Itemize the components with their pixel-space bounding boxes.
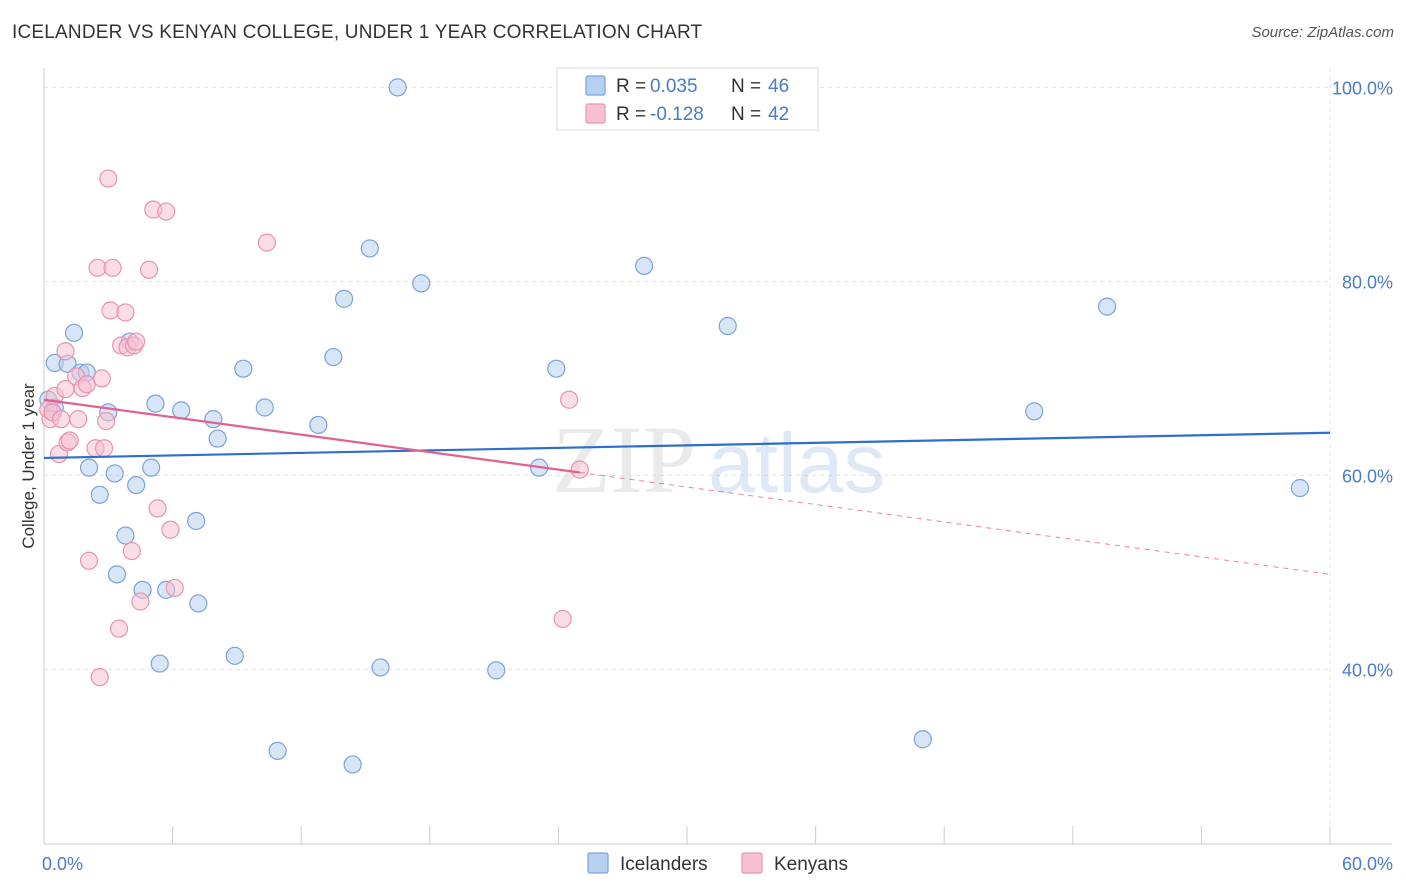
icelanders-point: [142, 458, 161, 477]
kenyans-point: [148, 499, 167, 518]
kenyans-point: [94, 439, 114, 458]
icelanders-legend-swatch: [587, 852, 609, 874]
icelanders-point: [189, 594, 208, 613]
watermark-atlas: atlas: [708, 416, 885, 510]
legend-n-value: 42: [768, 104, 789, 125]
icelanders-trend-line: [43, 431, 1331, 460]
kenyans-point: [560, 390, 579, 409]
icelanders-point: [334, 289, 354, 308]
icelanders-point: [116, 526, 135, 545]
kenyans-point: [92, 369, 111, 388]
icelanders-point: [255, 398, 274, 417]
y-tick-label: 60.0%: [1342, 466, 1393, 486]
icelanders-point: [1025, 402, 1044, 421]
icelanders-point: [234, 359, 253, 378]
icelanders-point: [371, 658, 390, 677]
trend-layer: [43, 398, 1331, 575]
kenyans-point: [570, 460, 589, 479]
kenyans-point: [97, 411, 116, 431]
icelanders-point: [208, 429, 227, 448]
legend-n-value: 46: [768, 76, 789, 97]
icelanders-point: [388, 78, 407, 97]
points-layer: [39, 78, 1310, 774]
y-tick-label: 100.0%: [1332, 78, 1393, 98]
icelanders-point: [90, 485, 109, 504]
icelanders-point: [324, 347, 343, 367]
source-label: Source: ZipAtlas.com: [1251, 24, 1394, 41]
kenyans-point: [103, 258, 122, 277]
icelanders-point: [1097, 297, 1117, 316]
icelanders-point: [107, 565, 126, 584]
y-tick-label: 40.0%: [1342, 660, 1393, 680]
x-tick-label: 0.0%: [42, 854, 83, 874]
icelanders-point: [64, 323, 84, 342]
chart-title: ICELANDER VS KENYAN COLLEGE, UNDER 1 YEA…: [12, 22, 703, 43]
icelanders-point: [146, 394, 165, 413]
legend-n-label: N =: [731, 76, 761, 97]
kenyans-point: [60, 431, 79, 450]
kenyans-trend-line: [43, 398, 580, 474]
icelanders-point: [309, 415, 328, 435]
icelanders-point: [343, 755, 362, 774]
icelanders-point: [1290, 478, 1310, 498]
kenyans-legend-swatch: [741, 852, 763, 874]
kenyans-point: [52, 410, 71, 429]
legend: R = 0.035 N = 46 R = -0.128 N = 42: [556, 67, 819, 131]
legend-r-value: -0.128: [650, 104, 704, 125]
kenyans-point: [99, 169, 118, 188]
kenyans-point: [90, 668, 109, 687]
kenyans-point: [127, 332, 146, 351]
icelanders-point: [635, 256, 654, 275]
legend-r-value: 0.035: [650, 76, 698, 97]
icelanders-point: [172, 401, 191, 420]
kenyans-point: [157, 202, 176, 221]
bottom-legend: Icelanders Kenyans: [587, 852, 848, 875]
legend-r-label: R =: [616, 76, 646, 97]
icelanders-point: [187, 511, 206, 531]
kenyans-legend-swatch: [585, 103, 606, 124]
icelanders-point: [487, 661, 506, 680]
kenyans-point: [69, 410, 88, 429]
kenyans-point: [553, 609, 572, 629]
kenyans-trend-extension: [579, 471, 1331, 575]
icelanders-point: [127, 476, 146, 495]
kenyans-point: [56, 342, 75, 361]
icelanders-point: [204, 410, 223, 429]
icelanders-point: [412, 274, 431, 293]
icelanders-point: [79, 458, 99, 477]
kenyans-point: [79, 551, 99, 570]
icelanders-point: [547, 359, 566, 378]
kenyans-point: [101, 301, 120, 320]
axes-layer: 100.0% 80.0% 60.0% 40.0% 0.0% 60.0% College, U…: [19, 68, 1393, 874]
icelanders-point: [150, 654, 169, 673]
icelanders-point: [105, 464, 124, 483]
watermark-zip: ZIP: [552, 406, 696, 513]
kenyans-point: [165, 578, 184, 598]
legend-n-label: N =: [731, 104, 761, 125]
kenyans-legend-label: Kenyans: [774, 854, 848, 875]
icelanders-point: [718, 316, 737, 336]
y-tick-label: 80.0%: [1342, 272, 1393, 292]
icelanders-legend-swatch: [585, 75, 606, 96]
kenyans-point: [139, 260, 159, 279]
icelanders-point: [360, 239, 379, 258]
y-axis-label: College, Under 1 year: [19, 383, 38, 549]
icelanders-point: [268, 741, 287, 760]
icelanders-point: [225, 646, 244, 665]
watermark: ZIP atlas: [552, 406, 885, 513]
kenyans-point: [116, 303, 135, 322]
kenyans-points: [39, 169, 589, 687]
legend-r-label: R =: [616, 104, 646, 125]
kenyans-point: [131, 592, 150, 611]
kenyans-point: [109, 619, 129, 638]
kenyans-point: [257, 233, 277, 252]
x-tick-label: 60.0%: [1342, 854, 1393, 874]
icelanders-legend-label: Icelanders: [620, 854, 708, 875]
kenyans-point: [122, 541, 141, 561]
icelanders-point: [913, 730, 932, 749]
kenyans-point: [161, 520, 180, 539]
